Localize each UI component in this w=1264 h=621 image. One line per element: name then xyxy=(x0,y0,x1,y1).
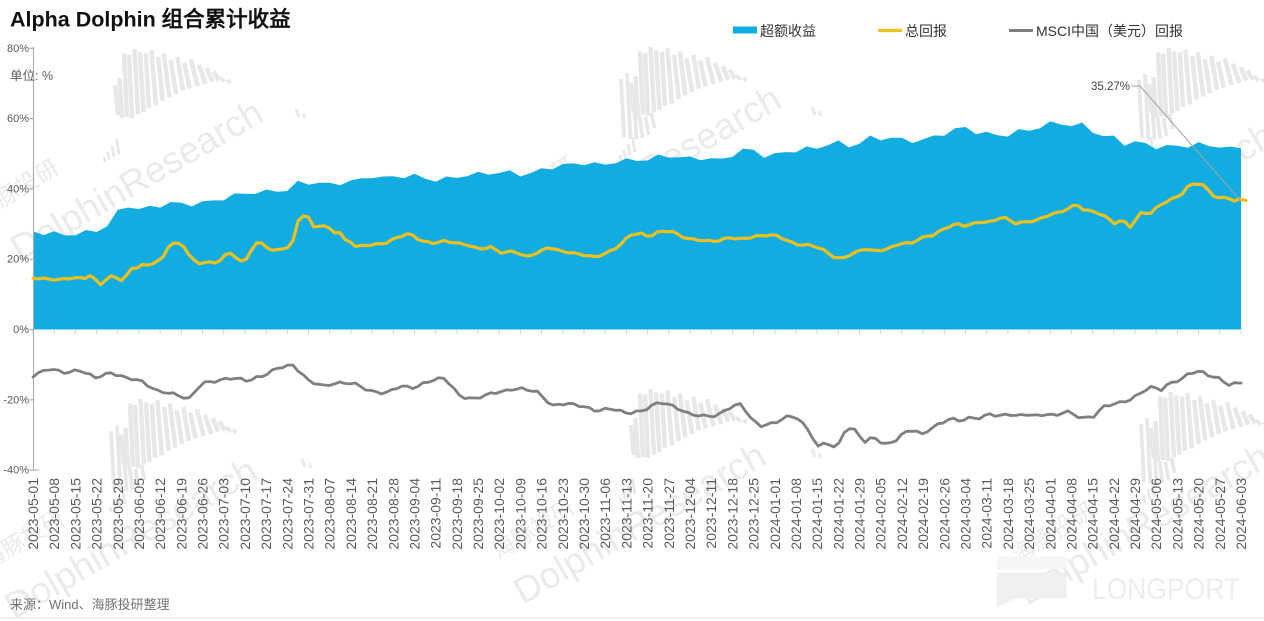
svg-text:2024-03-18: 2024-03-18 xyxy=(1000,478,1016,550)
svg-text:2023-10-30: 2023-10-30 xyxy=(576,478,592,550)
svg-text:60%: 60% xyxy=(7,113,29,125)
svg-text:2024-01-29: 2024-01-29 xyxy=(852,478,868,550)
svg-text:2024-05-06: 2024-05-06 xyxy=(1148,478,1164,550)
svg-text:2023-10-23: 2023-10-23 xyxy=(555,478,571,550)
svg-text:2024-04-22: 2024-04-22 xyxy=(1106,478,1122,550)
svg-text:20%: 20% xyxy=(7,254,29,266)
svg-text:2024-04-15: 2024-04-15 xyxy=(1085,478,1101,550)
svg-text:2023-12-25: 2023-12-25 xyxy=(746,478,762,550)
svg-text:2024-01-08: 2024-01-08 xyxy=(788,478,804,550)
svg-text:2023-09-18: 2023-09-18 xyxy=(449,478,465,550)
svg-text:2023-12-18: 2023-12-18 xyxy=(724,478,740,550)
svg-text:2023-07-03: 2023-07-03 xyxy=(216,478,232,550)
svg-text:2023-08-07: 2023-08-07 xyxy=(322,478,338,550)
svg-text:2023-05-01: 2023-05-01 xyxy=(25,478,41,550)
svg-text:2023-06-05: 2023-06-05 xyxy=(131,478,147,550)
svg-text:2024-02-05: 2024-02-05 xyxy=(873,478,889,550)
svg-text:2023-07-31: 2023-07-31 xyxy=(301,478,317,550)
svg-text:2023-07-10: 2023-07-10 xyxy=(237,478,253,550)
svg-text:2023-10-16: 2023-10-16 xyxy=(534,478,550,550)
svg-text:2024-01-01: 2024-01-01 xyxy=(767,478,783,550)
svg-text:2024-05-13: 2024-05-13 xyxy=(1169,478,1185,550)
svg-text:2023-06-12: 2023-06-12 xyxy=(152,478,168,550)
svg-text:2024-06-03: 2024-06-03 xyxy=(1233,478,1249,550)
svg-text:2023-09-04: 2023-09-04 xyxy=(407,478,423,550)
svg-text:单位: %: 单位: % xyxy=(10,68,53,83)
svg-text:2024-03-04: 2024-03-04 xyxy=(958,478,974,550)
svg-text:80%: 80% xyxy=(7,43,29,55)
svg-text:-40%: -40% xyxy=(3,465,29,477)
svg-text:LONGPORT: LONGPORT xyxy=(1092,573,1240,606)
svg-text:2023-10-09: 2023-10-09 xyxy=(512,478,528,550)
svg-text:2023-08-21: 2023-08-21 xyxy=(364,478,380,550)
svg-text:2023-06-26: 2023-06-26 xyxy=(195,478,211,550)
svg-text:2023-10-02: 2023-10-02 xyxy=(491,478,507,550)
svg-text:总回报: 总回报 xyxy=(905,23,947,39)
svg-text:2024-05-20: 2024-05-20 xyxy=(1191,478,1207,550)
svg-text:2024-03-25: 2024-03-25 xyxy=(1021,478,1037,550)
svg-text:2024-05-27: 2024-05-27 xyxy=(1212,478,1228,550)
svg-text:2023-08-28: 2023-08-28 xyxy=(385,478,401,550)
svg-text:2024-01-22: 2024-01-22 xyxy=(830,478,846,550)
svg-text:2023-05-22: 2023-05-22 xyxy=(89,478,105,550)
svg-text:来源：Wind、海豚投研整理: 来源：Wind、海豚投研整理 xyxy=(10,597,170,612)
svg-text:2024-02-12: 2024-02-12 xyxy=(894,478,910,550)
svg-text:2023-05-29: 2023-05-29 xyxy=(110,478,126,550)
svg-text:2023-05-08: 2023-05-08 xyxy=(46,478,62,550)
svg-text:2024-04-08: 2024-04-08 xyxy=(1064,478,1080,550)
svg-text:2023-05-15: 2023-05-15 xyxy=(67,478,83,550)
svg-text:超额收益: 超额收益 xyxy=(760,23,816,39)
svg-text:2023-12-11: 2023-12-11 xyxy=(703,478,719,549)
svg-text:2023-07-17: 2023-07-17 xyxy=(258,478,274,550)
svg-text:2023-11-13: 2023-11-13 xyxy=(618,478,634,549)
svg-text:-20%: -20% xyxy=(3,394,29,406)
svg-text:2023-12-04: 2023-12-04 xyxy=(682,478,698,550)
svg-text:2023-09-25: 2023-09-25 xyxy=(470,478,486,550)
svg-text:2024-04-29: 2024-04-29 xyxy=(1127,478,1143,550)
svg-text:2024-02-26: 2024-02-26 xyxy=(936,478,952,550)
svg-text:2024-01-15: 2024-01-15 xyxy=(809,478,825,550)
svg-text:2023-09-11: 2023-09-11 xyxy=(428,478,444,549)
svg-text:2024-04-01: 2024-04-01 xyxy=(1042,478,1058,550)
svg-text:0%: 0% xyxy=(13,324,29,336)
svg-text:2023-08-14: 2023-08-14 xyxy=(343,478,359,550)
svg-text:35.27%: 35.27% xyxy=(1091,81,1130,93)
svg-text:2023-11-27: 2023-11-27 xyxy=(661,478,677,549)
svg-text:MSCI中国（美元）回报: MSCI中国（美元）回报 xyxy=(1036,23,1183,39)
svg-text:2023-07-24: 2023-07-24 xyxy=(279,478,295,550)
svg-text:2023-06-19: 2023-06-19 xyxy=(173,478,189,550)
svg-text:2024-02-19: 2024-02-19 xyxy=(915,478,931,550)
svg-text:Alpha Dolphin 组合累计收益: Alpha Dolphin 组合累计收益 xyxy=(10,7,291,32)
svg-text:2024-03-11: 2024-03-11 xyxy=(979,478,995,549)
svg-text:40%: 40% xyxy=(7,183,29,195)
svg-text:2023-11-06: 2023-11-06 xyxy=(597,478,613,549)
svg-text:2023-11-20: 2023-11-20 xyxy=(640,478,656,549)
